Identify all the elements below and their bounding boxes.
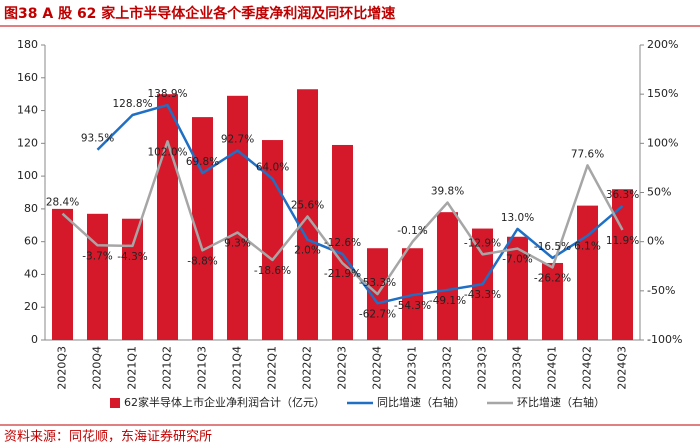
data-label: 36.3% [606,189,639,201]
y2-tick-label: -50% [647,284,675,297]
legend-label: 62家半导体上市企业净利润合计（亿元） [124,395,325,409]
x-tick-label: 2024Q3 [616,346,629,390]
data-label: 11.9% [606,235,639,247]
y-tick-label: 0 [31,333,38,346]
bar [122,218,143,340]
y-tick-label: 180 [17,38,38,51]
data-label: -7.0% [502,254,532,266]
data-label: -26.2% [534,272,571,284]
line-series [61,140,624,296]
bar [542,262,563,340]
data-label: 9.3% [224,238,251,250]
x-tick-label: 2021Q3 [196,346,209,390]
data-label: -43.3% [464,289,501,301]
data-label: 93.5% [81,133,114,145]
x-tick-label: 2024Q1 [546,346,559,390]
legend-swatch [110,398,120,408]
data-label: 102.0% [147,146,187,158]
x-tick-label: 2021Q4 [231,346,244,390]
y-tick-label: 60 [24,235,38,248]
bar [507,236,528,340]
data-label: 25.6% [291,199,324,211]
data-label: 39.8% [431,186,464,198]
bar [227,95,248,340]
data-label: -18.6% [254,265,291,277]
y-tick-label: 160 [17,71,38,84]
bar [297,89,318,340]
y-tick-label: 100 [17,169,38,182]
data-label: -12.6% [324,237,361,249]
data-label: -53.3% [359,277,396,289]
bar [437,212,458,340]
data-label: -12.9% [464,237,501,249]
y2-tick-label: 0% [647,235,664,248]
data-label: -62.7% [359,308,396,320]
data-label: 77.6% [571,148,604,160]
bar [612,189,633,340]
bar [192,117,213,340]
data-label: -21.9% [324,268,361,280]
x-tick-label: 2023Q2 [441,346,454,390]
y2-tick-label: 150% [647,87,678,100]
data-label: -3.7% [82,250,112,262]
y2-tick-label: 200% [647,38,678,51]
data-label: 28.4% [46,197,79,209]
x-tick-label: 2020Q4 [91,346,104,390]
bar [87,213,108,340]
source: 资料来源：同花顺，东海证券研究所 [4,429,212,445]
data-label: 2.0% [294,245,321,257]
y-tick-label: 120 [17,136,38,149]
x-tick-label: 2024Q2 [581,346,594,390]
bar [52,208,73,340]
y-tick-label: 140 [17,104,38,117]
data-label: 64.0% [256,162,289,174]
data-label: 128.8% [112,98,152,110]
x-tick-label: 2023Q4 [511,346,524,390]
x-tick-label: 2021Q2 [161,346,174,390]
legend-label: 环比增速（右轴） [517,395,605,409]
x-tick-label: 2022Q3 [336,346,349,390]
data-label: -0.1% [397,225,427,237]
y2-tick-label: 100% [647,136,678,149]
x-tick-label: 2022Q2 [301,346,314,390]
x-tick-label: 2023Q3 [476,346,489,390]
data-label: 92.7% [221,134,254,146]
x-tick-label: 2020Q3 [56,346,69,390]
data-label: -4.3% [117,251,147,263]
data-label: -49.1% [429,295,466,307]
y-tick-label: 80 [24,202,38,215]
bar [157,94,178,341]
data-label: 13.0% [501,212,534,224]
y2-tick-label: -100% [647,333,682,346]
x-tick-label: 2022Q1 [266,346,279,390]
data-label: -8.8% [187,255,217,267]
data-label: -54.3% [394,300,431,312]
bar [577,205,598,340]
x-tick-label: 2021Q1 [126,346,139,390]
x-tick-label: 2023Q1 [406,346,419,390]
y-tick-label: 40 [24,267,38,280]
data-label: 138.9% [147,88,187,100]
bar [332,144,353,340]
legend-label: 同比增速（右轴） [377,395,465,409]
x-tick-label: 2022Q4 [371,346,384,390]
data-label: -16.5% [534,241,571,253]
data-label: 69.8% [186,156,219,168]
chart-title: 图38 A 股 62 家上市半导体企业各个季度净利润及同环比增速 [4,5,395,22]
y-tick-label: 20 [24,300,38,313]
data-label: 6.1% [574,241,601,253]
y2-tick-label: 50% [647,186,671,199]
